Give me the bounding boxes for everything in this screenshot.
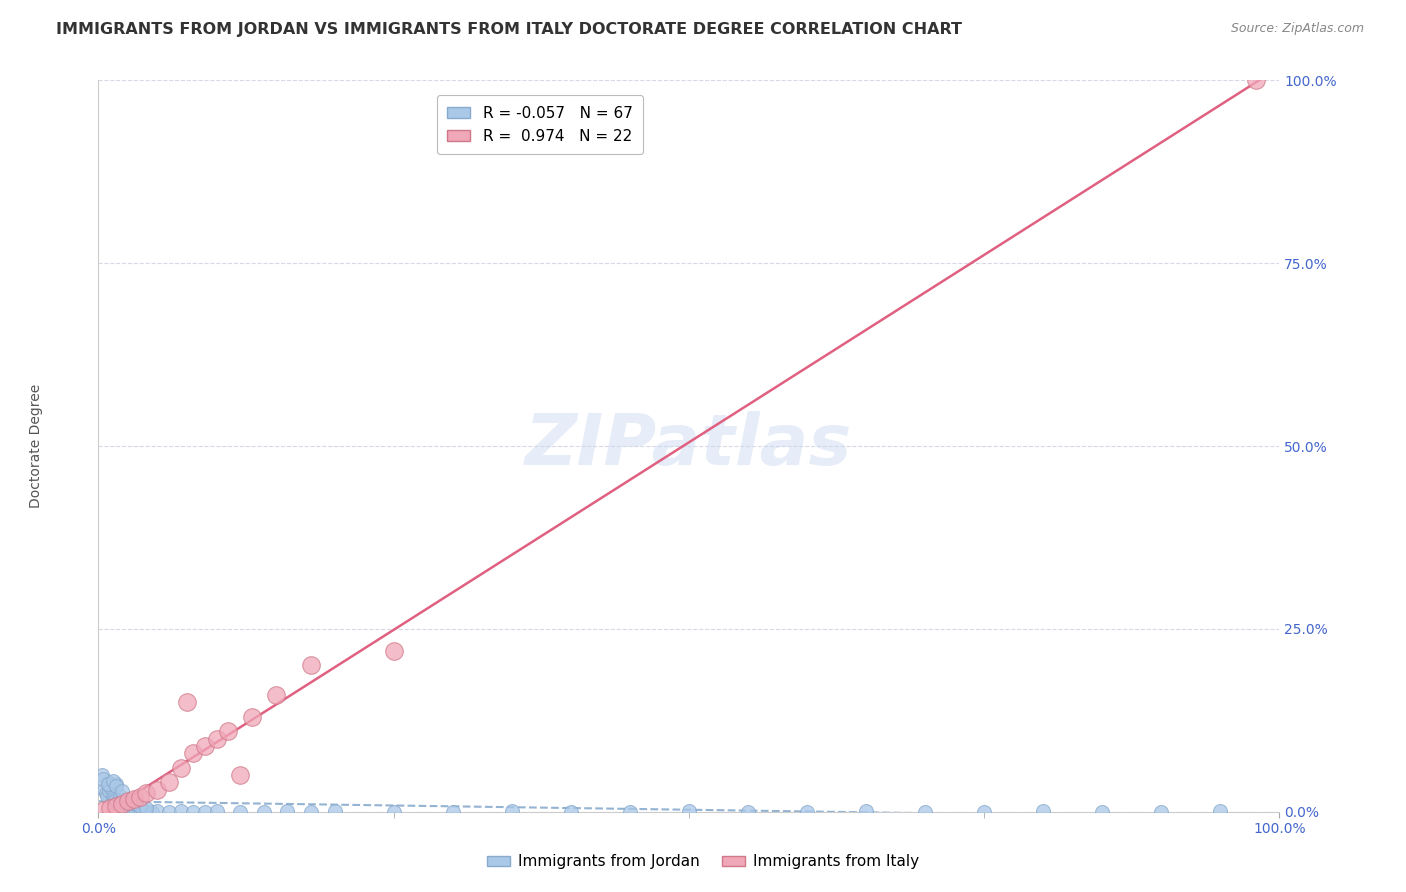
- Point: [111, 797, 134, 812]
- Point: [229, 768, 252, 782]
- Y-axis label: Doctorate Degree: Doctorate Degree: [30, 384, 42, 508]
- Point: [122, 803, 145, 817]
- Legend: R = -0.057   N = 67, R =  0.974   N = 22: R = -0.057 N = 67, R = 0.974 N = 22: [437, 95, 643, 154]
- Point: [973, 805, 995, 819]
- Point: [855, 804, 877, 818]
- Point: [125, 804, 148, 818]
- Point: [94, 787, 117, 801]
- Point: [157, 775, 180, 789]
- Point: [1244, 73, 1267, 87]
- Point: [501, 804, 523, 818]
- Point: [181, 805, 204, 819]
- Point: [93, 782, 115, 797]
- Text: ZIPatlas: ZIPatlas: [526, 411, 852, 481]
- Point: [176, 695, 198, 709]
- Point: [560, 805, 582, 819]
- Point: [441, 805, 464, 819]
- Point: [914, 805, 936, 819]
- Point: [128, 803, 150, 817]
- Point: [146, 782, 169, 797]
- Point: [117, 797, 139, 812]
- Point: [111, 784, 134, 798]
- Point: [112, 800, 135, 814]
- Legend: Immigrants from Jordan, Immigrants from Italy: Immigrants from Jordan, Immigrants from …: [481, 848, 925, 875]
- Point: [96, 789, 118, 803]
- Point: [101, 774, 124, 789]
- Point: [121, 803, 143, 817]
- Point: [135, 801, 157, 815]
- Point: [122, 796, 145, 810]
- Point: [105, 798, 128, 813]
- Point: [118, 803, 141, 817]
- Point: [1209, 804, 1232, 818]
- Point: [120, 802, 142, 816]
- Text: Source: ZipAtlas.com: Source: ZipAtlas.com: [1230, 22, 1364, 36]
- Point: [146, 804, 169, 818]
- Point: [181, 746, 204, 760]
- Point: [111, 793, 134, 807]
- Point: [97, 777, 120, 791]
- Point: [1091, 805, 1114, 819]
- Point: [107, 797, 129, 812]
- Point: [141, 805, 163, 819]
- Point: [170, 804, 193, 818]
- Point: [97, 775, 120, 789]
- Point: [117, 794, 139, 808]
- Point: [105, 777, 128, 791]
- Point: [382, 644, 405, 658]
- Point: [128, 798, 150, 813]
- Point: [299, 658, 322, 673]
- Point: [276, 804, 298, 818]
- Point: [117, 794, 139, 808]
- Point: [678, 804, 700, 818]
- Point: [737, 805, 759, 819]
- Point: [100, 781, 122, 796]
- Point: [129, 804, 152, 818]
- Point: [323, 804, 346, 818]
- Point: [796, 805, 818, 819]
- Point: [98, 779, 121, 793]
- Point: [205, 731, 228, 746]
- Point: [91, 772, 114, 786]
- Point: [108, 789, 131, 803]
- Point: [240, 709, 263, 723]
- Point: [194, 739, 217, 753]
- Point: [101, 790, 124, 805]
- Point: [194, 805, 217, 819]
- Point: [229, 805, 252, 819]
- Point: [157, 805, 180, 819]
- Point: [1032, 804, 1054, 818]
- Point: [170, 761, 193, 775]
- Text: IMMIGRANTS FROM JORDAN VS IMMIGRANTS FROM ITALY DOCTORATE DEGREE CORRELATION CHA: IMMIGRANTS FROM JORDAN VS IMMIGRANTS FRO…: [56, 22, 962, 37]
- Point: [132, 805, 155, 819]
- Point: [105, 779, 128, 793]
- Point: [104, 794, 127, 808]
- Point: [114, 802, 136, 816]
- Point: [205, 804, 228, 818]
- Point: [122, 791, 145, 805]
- Point: [299, 805, 322, 819]
- Point: [98, 784, 121, 798]
- Point: [93, 803, 115, 817]
- Point: [115, 803, 138, 817]
- Point: [105, 796, 128, 810]
- Point: [128, 790, 150, 805]
- Point: [135, 787, 157, 801]
- Point: [103, 791, 125, 805]
- Point: [135, 804, 157, 818]
- Point: [1150, 805, 1173, 819]
- Point: [619, 805, 641, 819]
- Point: [217, 724, 239, 739]
- Point: [264, 688, 287, 702]
- Point: [91, 768, 114, 782]
- Point: [382, 805, 405, 819]
- Point: [112, 801, 135, 815]
- Point: [253, 805, 276, 819]
- Point: [98, 801, 121, 815]
- Point: [110, 798, 132, 813]
